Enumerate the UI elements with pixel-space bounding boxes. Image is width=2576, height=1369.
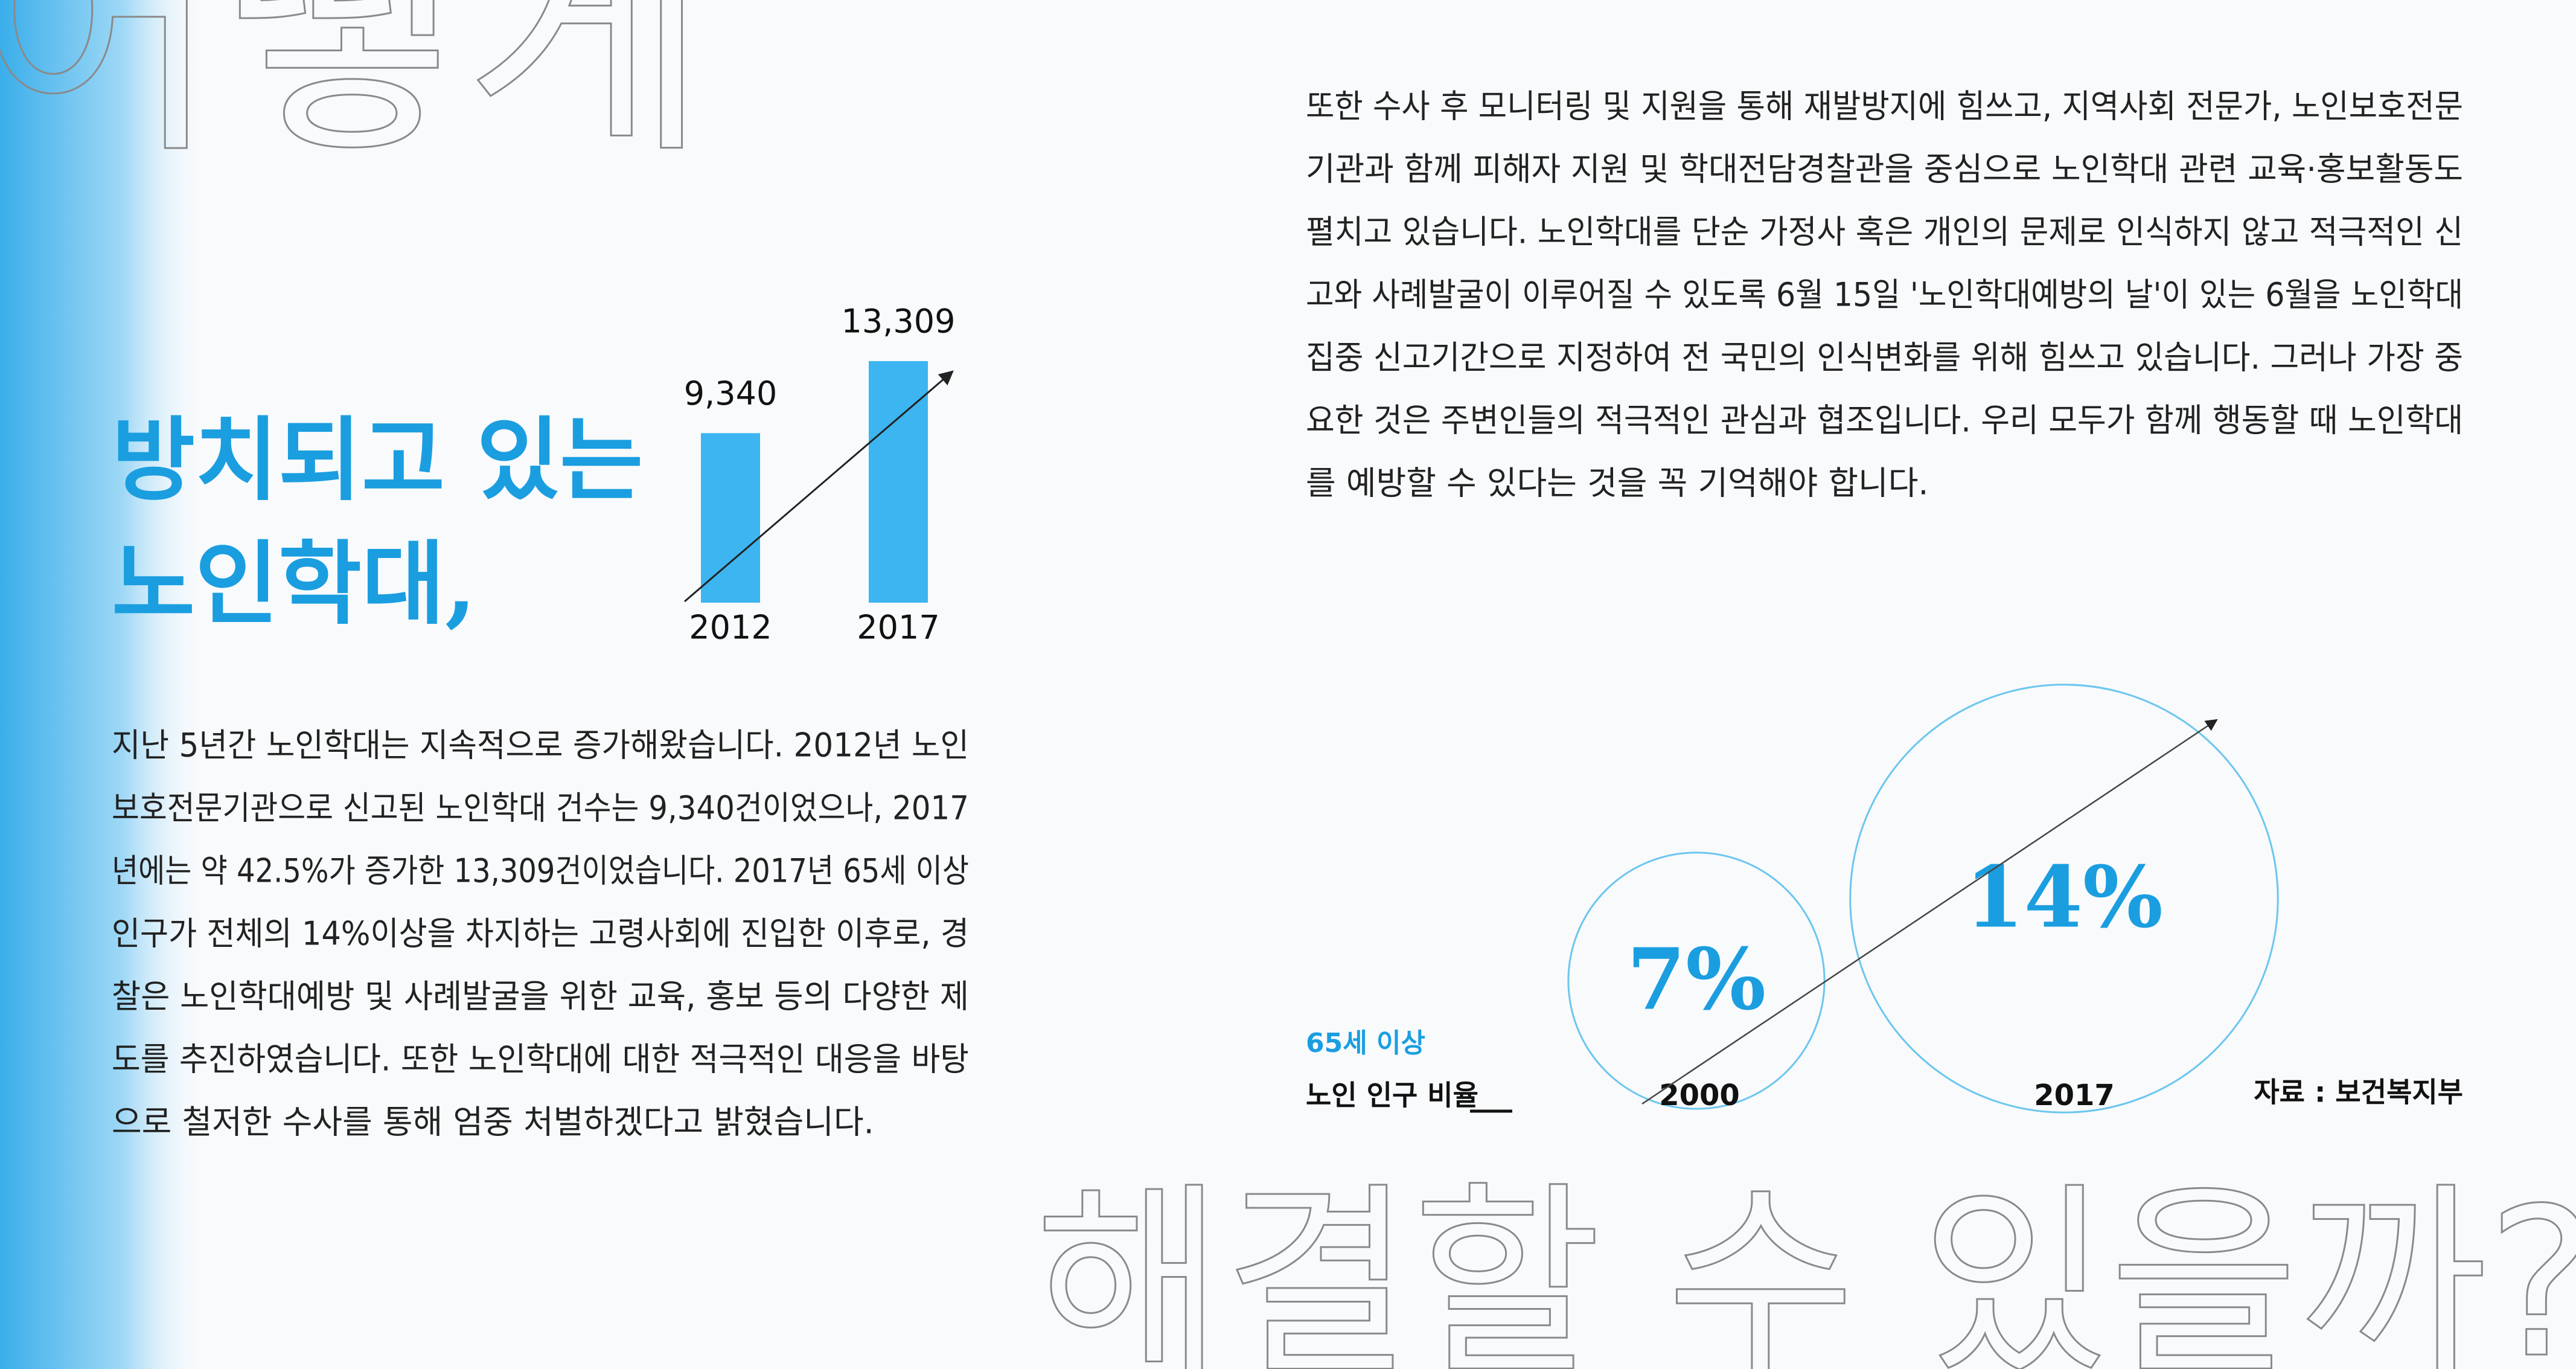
bar-value-label: 9,340 (684, 374, 778, 412)
bar (701, 433, 760, 603)
paragraph-line: 또한 수사 후 모니터링 및 지원을 통해 재발방지에 힘쓰고, 지역사회 전문… (1306, 88, 2463, 126)
paragraph-line: 집중 신고기간으로 지정하여 전 국민의 인식변화를 위해 힘쓰고 있습니다. … (1306, 339, 2463, 377)
paragraph-line: 기관과 함께 피해자 지원 및 학대전담경찰관을 중심으로 노인학대 관련 교육… (1306, 150, 2463, 188)
paragraph-line: 도를 추진하였습니다. 또한 노인학대에 대한 적극적인 대응을 바탕 (112, 1040, 969, 1079)
ratio-caption: 노인 인구 비율 (1306, 1079, 1478, 1112)
outline-title-top: 어떻게 (0, 0, 709, 190)
headline: 방치되고 있는 (112, 407, 643, 513)
paragraph-line: 년에는 약 42.5%가 증가한 13,309건이었습니다. 2017년 65세… (112, 852, 969, 890)
trend-arrow (684, 370, 954, 603)
ratio-year-label: 2017 (2034, 1079, 2115, 1112)
bar-value-label: 13,309 (842, 303, 956, 341)
paragraph-line: 고와 사례발굴이 이루어질 수 있도록 6월 15일 '노인학대예방의 날'이 … (1306, 276, 2463, 314)
paragraph-line: 보호전문기관으로 신고된 노인학대 건수는 9,340건이었으나, 2017 (112, 789, 969, 827)
paragraph-line: 으로 철저한 수사를 통해 엄중 처벌하겠다고 밝혔습니다. (112, 1103, 874, 1141)
ratio-value-label: 14% (1965, 848, 2163, 947)
bar-category-label: 2012 (689, 609, 772, 647)
trend-arrow (1641, 719, 2218, 1105)
paragraph-line: 찰은 노인학대예방 및 사례발굴을 위한 교육, 홍보 등의 다양한 제 (112, 978, 969, 1016)
paragraph-line: 요한 것은 주변인들의 적극적인 관심과 협조입니다. 우리 모두가 함께 행동… (1306, 402, 2463, 440)
paragraph-line: 펼치고 있습니다. 노인학대를 단순 가정사 혹은 개인의 문제로 인식하지 않… (1306, 213, 2463, 251)
ratio-circle (1567, 851, 1826, 1110)
paragraph-line: 지난 5년간 노인학대는 지속적으로 증가해왔습니다. 2012년 노인 (112, 726, 969, 765)
headline: 노인학대, (112, 531, 476, 637)
bar-category-label: 2017 (857, 609, 939, 647)
paragraph-line: 인구가 전체의 14%이상을 차지하는 고령사회에 진입한 이후로, 경 (112, 915, 969, 953)
outline-title-bottom: 해결할 수 있을까? (1035, 1164, 2576, 1369)
paragraph-line: 를 예방할 수 있다는 것을 꼭 기억해야 합니다. (1306, 464, 1929, 502)
ratio-value-label: 7% (1627, 931, 1766, 1030)
ratio-circle (1849, 684, 2279, 1114)
bar (869, 361, 928, 603)
source: 자료 : 보건복지부 (2254, 1076, 2463, 1109)
ratio-label: 65세 이상 (1306, 1028, 1425, 1059)
side-strip (0, 0, 205, 1369)
